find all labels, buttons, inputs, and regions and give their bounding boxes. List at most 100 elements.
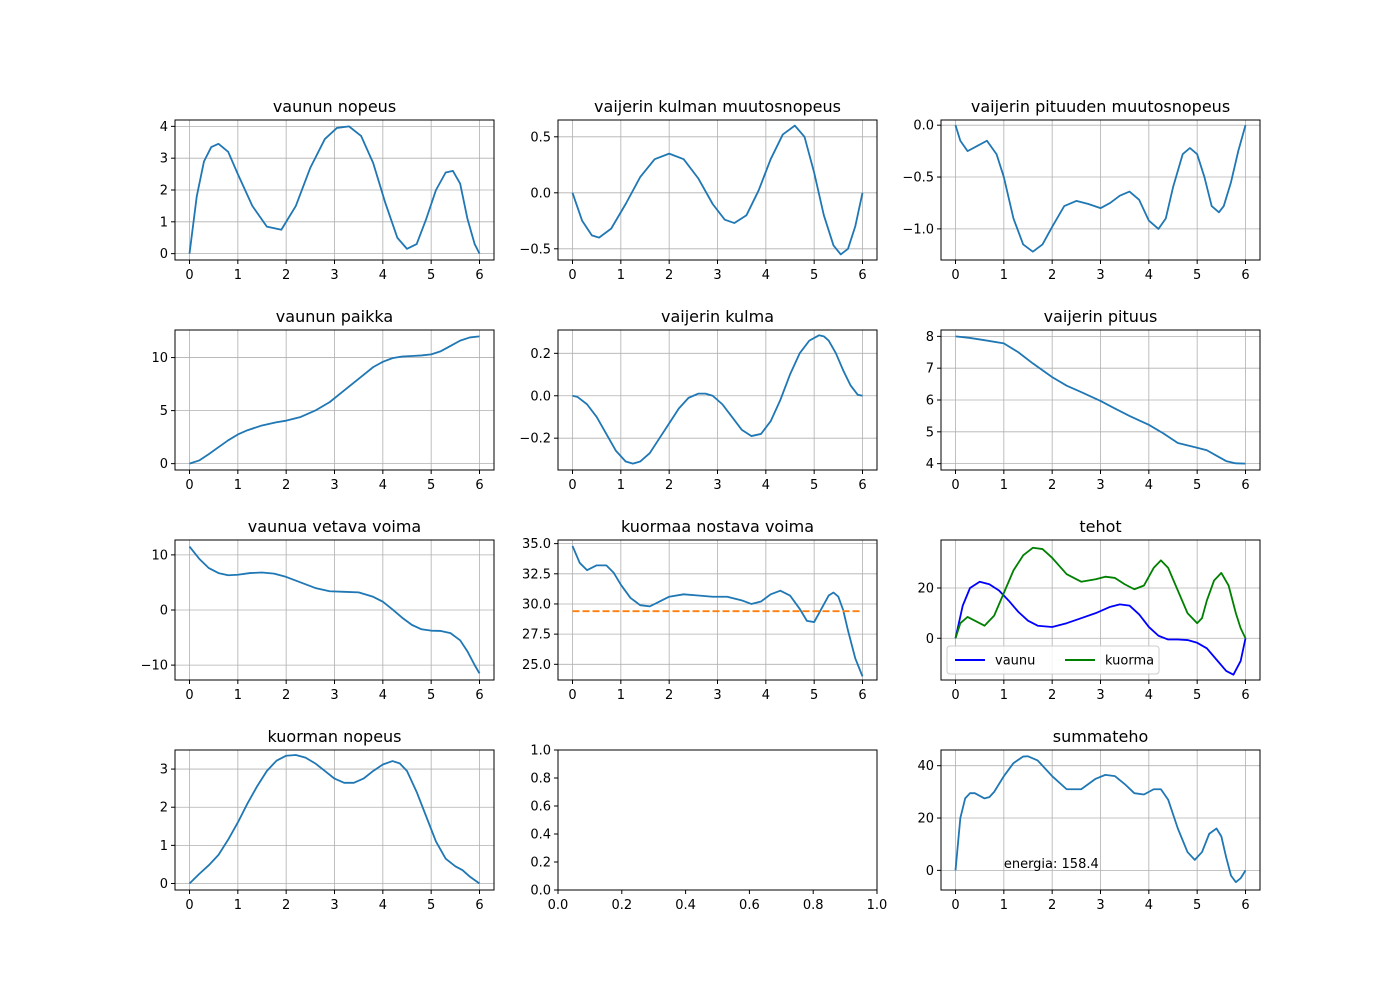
subplot-11: 0 1 2 3 4 5 6 0 20 40 summateho energia: 158.4 — [917, 727, 1261, 913]
y-tick-label: 20 — [917, 582, 934, 597]
y-tick-label: 7 — [926, 362, 934, 377]
x-tick-label: 0 — [568, 478, 576, 493]
x-tick-label: 0.4 — [675, 898, 696, 913]
x-tick-label: 6 — [475, 898, 483, 913]
x-tick-label: 3 — [330, 478, 338, 493]
y-tick-label: 8 — [926, 330, 934, 345]
x-tick-label: 0 — [568, 688, 576, 703]
x-tick-label: 6 — [475, 478, 483, 493]
x-tick-label: 4 — [762, 688, 770, 703]
y-tick-label: 27.5 — [522, 628, 551, 643]
y-tick-label: 1.0 — [530, 744, 551, 759]
series-line-kuorman-nopeus — [188, 754, 481, 885]
x-tick-label: 6 — [1241, 898, 1249, 913]
x-tick-label: 6 — [1241, 688, 1249, 703]
x-tick-label: 5 — [810, 688, 818, 703]
y-tick-label: 0.0 — [530, 884, 551, 899]
x-tick-label: 0 — [568, 268, 576, 283]
y-tick-label: 0 — [160, 877, 168, 892]
axes-frame — [174, 749, 495, 891]
x-tick-label: 6 — [1241, 268, 1249, 283]
x-tick-label: 0.0 — [548, 898, 569, 913]
axes-frame — [557, 749, 878, 891]
x-tick-label: 1.0 — [867, 898, 888, 913]
y-tick-label: 25.0 — [522, 658, 551, 673]
x-tick-label: 2 — [282, 898, 290, 913]
y-tick-label: 0.0 — [530, 186, 551, 201]
subplot-7: 0 1 2 3 4 5 6 25.0 27.5 30.0 32.5 35.0 kuormaa nosta… — [522, 517, 878, 703]
y-tick-label: 0 — [926, 632, 934, 647]
y-tick-label: 10 — [151, 548, 168, 563]
y-tick-label: 5 — [160, 404, 168, 419]
x-tick-label: 0 — [185, 268, 193, 283]
x-tick-label: 0 — [951, 478, 959, 493]
x-tick-label: 4 — [379, 478, 387, 493]
axes-frame — [940, 119, 1261, 261]
y-tick-label: 40 — [917, 759, 934, 774]
series-line-vaunun-paikka — [189, 335, 480, 465]
y-tick-label: 1 — [160, 839, 168, 854]
x-tick-label: 0.8 — [803, 898, 824, 913]
y-tick-label: 0 — [160, 457, 168, 472]
y-tick-label: 0.2 — [530, 856, 551, 871]
subplot-6: 0 1 2 3 4 5 6 −10 0 10 vaunua vetava voima — [141, 517, 495, 703]
x-tick-label: 5 — [427, 478, 435, 493]
subplot-1: 0 1 2 3 4 5 6 −0.5 0.0 0.5 vaijerin kulman muutosn… — [519, 97, 878, 283]
series-line-vaijerin-kulman-muutosnopeus — [571, 124, 864, 256]
x-tick-label: 2 — [1048, 688, 1056, 703]
x-tick-label: 0 — [951, 268, 959, 283]
subplot-title: vaunua vetava voima — [248, 517, 421, 536]
x-tick-label: 6 — [475, 268, 483, 283]
x-tick-label: 1 — [234, 898, 242, 913]
subplot-title: summateho — [1053, 727, 1149, 746]
axes-frame — [174, 119, 495, 261]
x-tick-label: 6 — [1241, 478, 1249, 493]
series-line-vaijerin-pituuden-muutosnopeus — [954, 124, 1247, 253]
x-tick-label: 1 — [234, 478, 242, 493]
axes-frame — [557, 119, 878, 261]
x-tick-label: 3 — [1096, 268, 1104, 283]
subplot-title: vaijerin kulma — [661, 307, 774, 326]
x-tick-label: 1 — [617, 268, 625, 283]
x-tick-label: 6 — [858, 478, 866, 493]
axes-frame — [940, 749, 1261, 891]
y-tick-label: −0.5 — [519, 242, 551, 257]
axes-frame — [174, 539, 495, 681]
y-tick-label: 10 — [151, 351, 168, 366]
x-tick-label: 0.6 — [739, 898, 760, 913]
subplot-title: vaunun nopeus — [273, 97, 396, 116]
x-tick-label: 3 — [330, 688, 338, 703]
x-tick-label: 4 — [1145, 898, 1153, 913]
axes-frame — [940, 539, 1261, 681]
y-tick-label: 0.4 — [530, 828, 551, 843]
x-tick-label: 0.2 — [611, 898, 632, 913]
x-tick-label: 1 — [234, 268, 242, 283]
x-tick-label: 1 — [617, 688, 625, 703]
y-tick-label: 30.0 — [522, 597, 551, 612]
axes-frame — [940, 329, 1261, 471]
x-tick-label: 3 — [1096, 688, 1104, 703]
x-tick-label: 4 — [1145, 688, 1153, 703]
series-line-vaijerin-kulma — [572, 334, 863, 465]
x-tick-label: 0 — [185, 478, 193, 493]
series-line-kuorma — [954, 546, 1247, 639]
x-tick-label: 5 — [1193, 688, 1201, 703]
y-tick-label: −0.2 — [519, 432, 551, 447]
axes-frame — [174, 329, 495, 471]
x-tick-label: 3 — [713, 268, 721, 283]
x-tick-label: 2 — [665, 688, 673, 703]
x-tick-label: 2 — [282, 688, 290, 703]
x-tick-label: 6 — [858, 268, 866, 283]
subplot-5: 0 1 2 3 4 5 6 4 5 6 7 8 vaijerin pituus — [926, 307, 1261, 493]
y-tick-label: 0.0 — [913, 119, 934, 134]
x-tick-label: 2 — [1048, 268, 1056, 283]
legend-label-vaunu: vaunu — [995, 654, 1035, 669]
x-tick-label: 4 — [762, 478, 770, 493]
x-tick-label: 3 — [330, 268, 338, 283]
x-tick-label: 5 — [427, 688, 435, 703]
x-tick-label: 5 — [810, 478, 818, 493]
subplot-2: 0 1 2 3 4 5 6 −1.0 −0.5 0.0 vaijerin pituuden muut… — [902, 97, 1261, 283]
x-tick-label: 2 — [282, 268, 290, 283]
series-line-vaunun-nopeus — [188, 125, 481, 255]
subplot-0: 0 1 2 3 4 5 6 0 1 2 3 4 vaunun nopeus — [160, 97, 495, 283]
